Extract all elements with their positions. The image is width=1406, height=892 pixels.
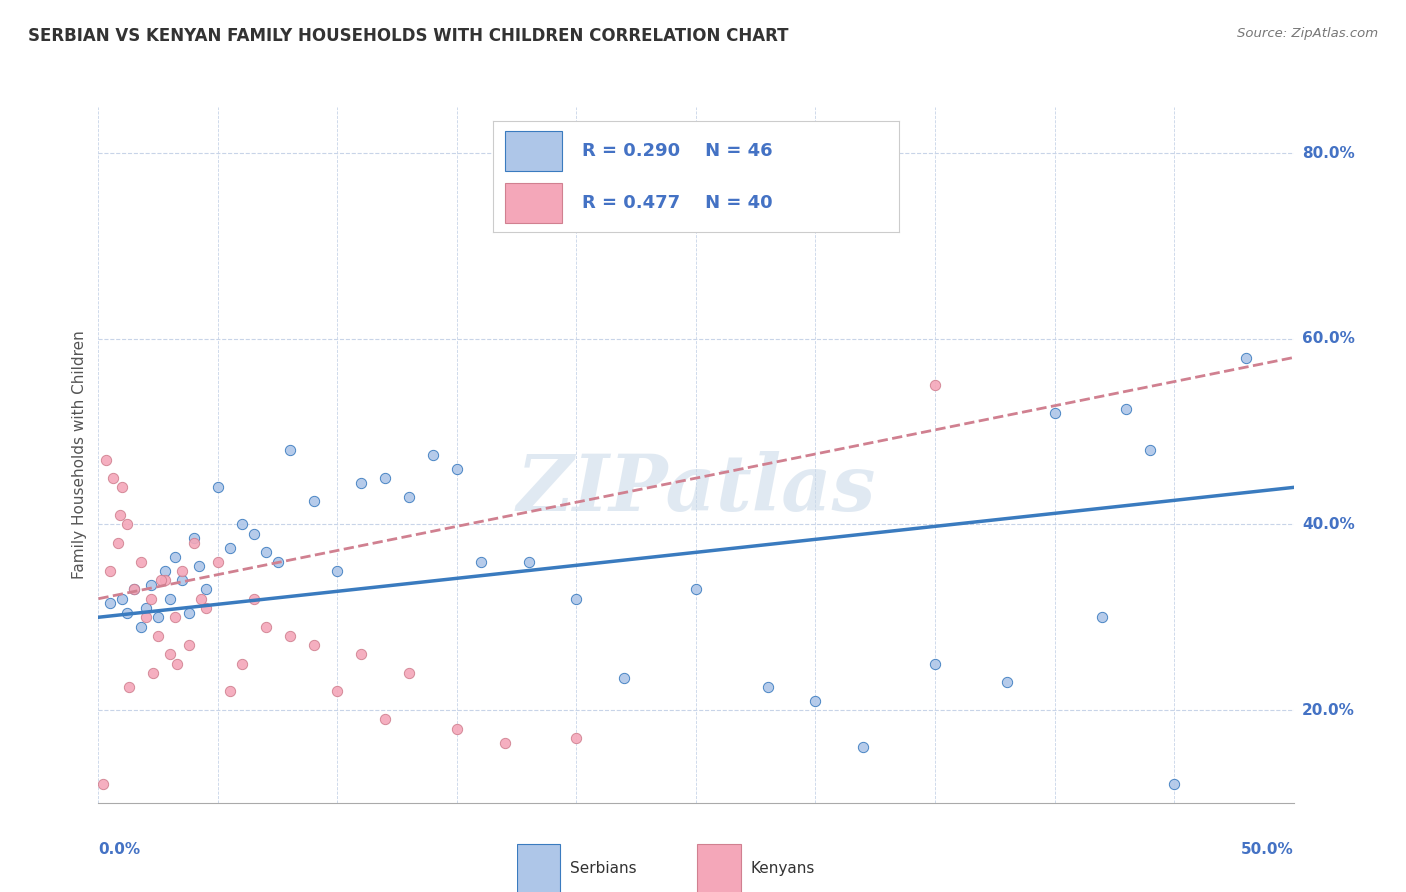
Point bbox=[374, 712, 396, 726]
Point bbox=[172, 564, 194, 578]
Point bbox=[98, 564, 122, 578]
Point bbox=[924, 378, 946, 392]
Text: 50.0%: 50.0% bbox=[1240, 842, 1294, 856]
Point bbox=[398, 665, 420, 680]
Point bbox=[565, 731, 588, 745]
Point bbox=[422, 448, 444, 462]
Point bbox=[139, 578, 162, 592]
Point bbox=[135, 610, 157, 624]
Point bbox=[278, 443, 301, 458]
Point bbox=[101, 471, 124, 485]
Point bbox=[1163, 777, 1185, 791]
Point bbox=[254, 619, 277, 633]
Point bbox=[118, 680, 141, 694]
Point bbox=[124, 582, 146, 597]
Point bbox=[111, 591, 134, 606]
Point bbox=[219, 541, 242, 555]
Text: 20.0%: 20.0% bbox=[1302, 703, 1355, 717]
Point bbox=[326, 564, 349, 578]
Point bbox=[207, 480, 229, 494]
Point bbox=[470, 555, 492, 569]
Point bbox=[194, 601, 217, 615]
Point bbox=[159, 591, 181, 606]
Point bbox=[756, 680, 779, 694]
Text: 80.0%: 80.0% bbox=[1302, 146, 1354, 161]
Point bbox=[242, 526, 264, 541]
Point bbox=[804, 694, 827, 708]
Point bbox=[517, 555, 540, 569]
Point bbox=[135, 601, 157, 615]
Point bbox=[613, 671, 636, 685]
Point bbox=[111, 480, 134, 494]
Point bbox=[183, 532, 205, 546]
Point bbox=[207, 555, 229, 569]
Point bbox=[1043, 406, 1066, 420]
Point bbox=[685, 582, 707, 597]
Text: 60.0%: 60.0% bbox=[1302, 332, 1355, 346]
Point bbox=[374, 471, 396, 485]
Point bbox=[494, 735, 516, 749]
Point bbox=[183, 536, 205, 550]
Point bbox=[179, 638, 201, 652]
Point bbox=[166, 657, 188, 671]
Point bbox=[231, 517, 253, 532]
Point bbox=[163, 610, 186, 624]
Text: ZIPatlas: ZIPatlas bbox=[516, 451, 876, 528]
Point bbox=[852, 740, 875, 755]
Point bbox=[1139, 443, 1161, 458]
Point bbox=[187, 559, 209, 574]
Point bbox=[124, 582, 146, 597]
Point bbox=[446, 722, 468, 736]
Point bbox=[924, 657, 946, 671]
Point bbox=[139, 591, 162, 606]
Point bbox=[163, 549, 186, 564]
Point bbox=[267, 555, 290, 569]
Text: 0.0%: 0.0% bbox=[98, 842, 141, 856]
Point bbox=[142, 665, 165, 680]
Point bbox=[302, 494, 325, 508]
Point bbox=[148, 610, 170, 624]
Point bbox=[98, 596, 122, 610]
Point bbox=[155, 573, 177, 587]
Point bbox=[242, 591, 264, 606]
Point bbox=[254, 545, 277, 559]
Point bbox=[1234, 351, 1257, 365]
Point bbox=[155, 564, 177, 578]
Point bbox=[172, 573, 194, 587]
Point bbox=[131, 619, 153, 633]
Point bbox=[1115, 401, 1137, 416]
Point bbox=[148, 629, 170, 643]
Point bbox=[108, 508, 131, 523]
Point bbox=[179, 606, 201, 620]
Point bbox=[326, 684, 349, 698]
Point bbox=[115, 606, 138, 620]
Point bbox=[91, 777, 114, 791]
Text: Source: ZipAtlas.com: Source: ZipAtlas.com bbox=[1237, 27, 1378, 40]
Point bbox=[190, 591, 212, 606]
Point bbox=[1091, 610, 1114, 624]
Point bbox=[94, 452, 117, 467]
Point bbox=[302, 638, 325, 652]
Point bbox=[995, 675, 1018, 690]
Point bbox=[107, 536, 129, 550]
Point bbox=[149, 573, 172, 587]
Point bbox=[350, 475, 373, 490]
Text: SERBIAN VS KENYAN FAMILY HOUSEHOLDS WITH CHILDREN CORRELATION CHART: SERBIAN VS KENYAN FAMILY HOUSEHOLDS WITH… bbox=[28, 27, 789, 45]
Point bbox=[115, 517, 138, 532]
Point bbox=[446, 462, 468, 476]
Point bbox=[231, 657, 253, 671]
Point bbox=[565, 591, 588, 606]
Point bbox=[398, 490, 420, 504]
Point bbox=[219, 684, 242, 698]
Point bbox=[159, 648, 181, 662]
Point bbox=[350, 648, 373, 662]
Point bbox=[194, 582, 217, 597]
Text: 40.0%: 40.0% bbox=[1302, 517, 1354, 532]
Y-axis label: Family Households with Children: Family Households with Children bbox=[72, 331, 87, 579]
Point bbox=[131, 555, 153, 569]
Point bbox=[278, 629, 301, 643]
